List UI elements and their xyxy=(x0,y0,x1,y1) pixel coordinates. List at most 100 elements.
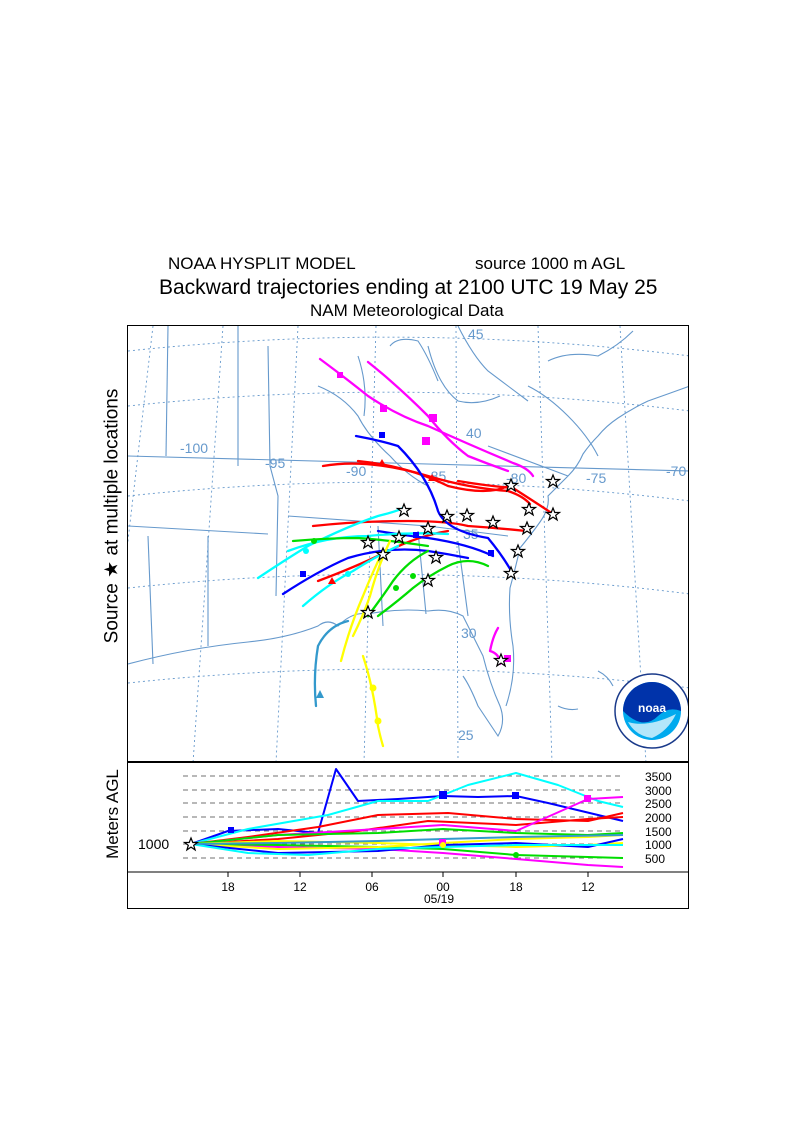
source-star xyxy=(484,514,502,530)
altitude-traces xyxy=(190,768,624,868)
source-star xyxy=(390,529,408,545)
hour-marker xyxy=(413,532,419,538)
altitude-trace-cyan xyxy=(190,843,623,856)
altitude-level-label: 3000 xyxy=(645,784,672,798)
hour-marker xyxy=(345,571,351,577)
hour-marker xyxy=(303,548,309,554)
hour-marker xyxy=(380,405,387,412)
lat-label: 45 xyxy=(468,326,484,342)
hour-marker xyxy=(439,791,447,799)
time-tick-label: 06 xyxy=(365,880,379,894)
time-tick-label: 00 xyxy=(436,880,450,894)
trajectory-blue xyxy=(354,434,515,576)
altitude-trace-green xyxy=(190,843,624,859)
hour-marker xyxy=(228,827,234,833)
lon-label: -95 xyxy=(265,455,285,471)
source-star xyxy=(359,604,377,620)
altitude-level-label: 2000 xyxy=(645,811,672,825)
start-star xyxy=(182,836,200,852)
hour-marker xyxy=(374,717,382,725)
trajectory-green xyxy=(366,549,430,618)
altitude-trace-cyan xyxy=(190,772,624,845)
map-grid-labels: -100 -95 -90 -85 -80 -75 -70 45 40 35 30… xyxy=(180,326,686,743)
time-tick-label: 18 xyxy=(221,880,235,894)
altitude-trace-teal xyxy=(190,834,624,845)
time-tick-label: 12 xyxy=(581,880,595,894)
source-star xyxy=(520,501,538,517)
hour-marker xyxy=(311,538,317,544)
lat-label: 40 xyxy=(466,425,482,441)
altitude-level-label: 500 xyxy=(645,852,665,866)
hour-marker xyxy=(513,852,519,858)
source-star xyxy=(492,652,510,668)
lat-label: 30 xyxy=(461,625,477,641)
hour-marker xyxy=(337,372,343,378)
lon-label: -90 xyxy=(346,463,366,479)
altitude-svg: 3500 3000 2500 2000 1500 1000 500 xyxy=(128,768,688,894)
source-stars xyxy=(359,473,562,668)
hour-marker xyxy=(584,795,591,802)
time-tick-label: 18 xyxy=(509,880,523,894)
trajectory-red xyxy=(321,462,532,506)
hour-marker xyxy=(440,842,446,848)
source-height-label: source 1000 m AGL xyxy=(475,254,626,273)
time-ticks xyxy=(227,872,589,877)
hour-marker xyxy=(379,432,385,438)
altitude-trace-red xyxy=(190,816,624,845)
date-label: 05/19 xyxy=(424,892,455,906)
coastlines xyxy=(128,326,688,738)
time-tick-labels: 18 12 06 00 18 12 xyxy=(221,880,595,894)
source-star xyxy=(419,520,437,536)
hour-marker xyxy=(410,573,416,579)
source-star xyxy=(518,520,536,536)
source-star xyxy=(544,473,562,489)
hour-marker xyxy=(378,459,386,466)
trajectory-red xyxy=(311,519,528,533)
hour-marker xyxy=(429,414,437,422)
hour-marker xyxy=(422,437,430,445)
met-data-label: NAM Meteorological Data xyxy=(310,301,504,320)
trajectories xyxy=(256,357,555,748)
altitude-panel: 3500 3000 2500 2000 1500 1000 500 xyxy=(127,762,689,909)
lon-label: -75 xyxy=(586,470,606,486)
main-title: Backward trajectories ending at 2100 UTC… xyxy=(159,276,658,299)
source-star xyxy=(374,546,392,562)
trajectory-cyan xyxy=(256,506,405,580)
lon-label: -100 xyxy=(180,440,208,456)
altitude-trace-blue xyxy=(190,768,624,845)
hour-marker xyxy=(512,792,519,799)
trajectory-magenta xyxy=(366,360,510,473)
source-star xyxy=(544,506,562,522)
altitude-level-label: 3500 xyxy=(645,770,672,784)
hour-marker xyxy=(328,577,336,584)
hour-marker xyxy=(300,571,306,577)
hour-marker xyxy=(428,474,436,481)
hour-marker xyxy=(316,690,324,698)
altitude-level-label: 1500 xyxy=(645,825,672,839)
source-star xyxy=(438,508,456,524)
time-tick-label: 12 xyxy=(293,880,307,894)
trajectory-markers xyxy=(300,372,511,725)
trajectory-map: -100 -95 -90 -85 -80 -75 -70 45 40 35 30… xyxy=(127,325,689,762)
graticule xyxy=(128,326,688,761)
source-star xyxy=(502,565,520,581)
trajectory-yellow xyxy=(339,549,385,663)
altitude-trace-magenta xyxy=(190,843,624,868)
altitude-levels: 3500 3000 2500 2000 1500 1000 500 xyxy=(645,770,672,866)
map-svg: -100 -95 -90 -85 -80 -75 -70 45 40 35 30… xyxy=(128,326,688,761)
source-star xyxy=(395,502,413,518)
source-star xyxy=(359,534,377,550)
noaa-logo-text: noaa xyxy=(638,701,666,715)
hour-marker xyxy=(488,550,494,556)
source-star xyxy=(419,572,437,588)
noaa-logo: noaa xyxy=(614,673,688,749)
hour-marker xyxy=(369,684,377,692)
altitude-level-label: 2500 xyxy=(645,797,672,811)
lon-label: -70 xyxy=(666,463,686,479)
trajectory-magenta xyxy=(318,357,535,478)
start-altitude-label: 1000 xyxy=(138,836,170,852)
altitude-axis-label: Meters AGL xyxy=(103,769,122,859)
source-star xyxy=(458,507,476,523)
source-star xyxy=(427,549,445,565)
trajectory-teal xyxy=(313,619,350,708)
